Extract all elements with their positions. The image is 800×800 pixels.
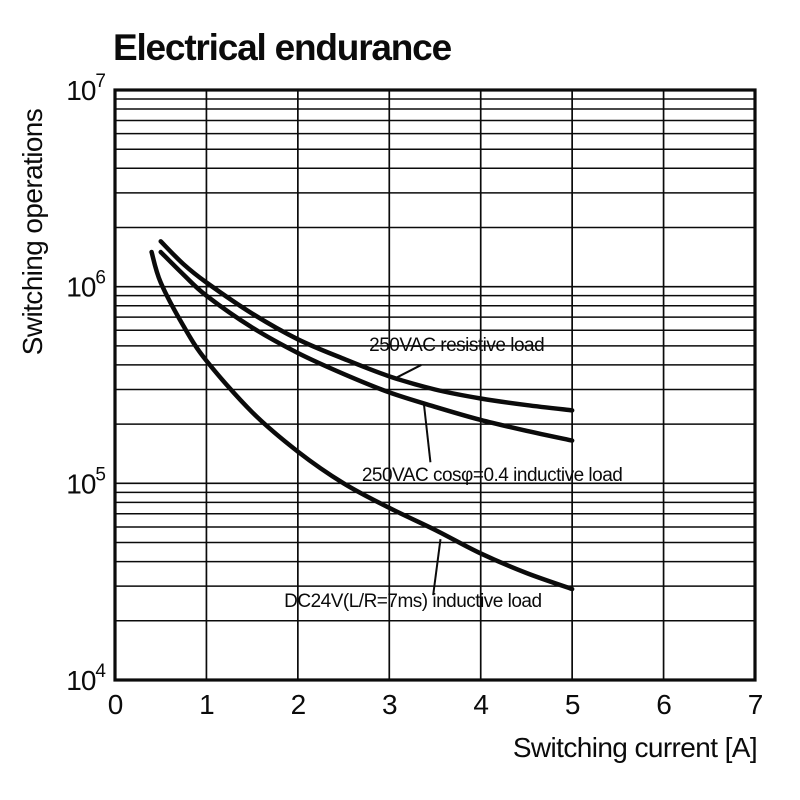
x-tick-label: 4 (473, 689, 488, 720)
y-tick-label: 104 (66, 661, 106, 696)
x-tick-label: 6 (656, 689, 671, 720)
annotation-label: 250VAC cosφ=0.4 inductive load (362, 465, 623, 486)
x-tick-label: 3 (382, 689, 397, 720)
annotation-label: DC24V(L/R=7ms) inductive load (284, 591, 541, 612)
annotation-label: 250VAC resistive load (369, 335, 544, 356)
x-tick-label: 0 (108, 689, 123, 720)
x-tick-label: 2 (291, 689, 306, 720)
plot-border (113, 88, 757, 682)
series-curve-1 (158, 249, 575, 443)
axis-tick-labels: 0 1 2 3 4 5 6 7 104 105 106 107 (66, 71, 763, 720)
curve-annotations: 250VAC resistive load 250VAC cosφ=0.4 ind… (284, 335, 623, 612)
x-tick-label: 7 (748, 689, 763, 720)
annotation-leader-line (423, 404, 432, 463)
x-tick-label: 1 (199, 689, 214, 720)
grid-lines (115, 90, 755, 680)
x-tick-label: 5 (565, 689, 580, 720)
annotation-leader-line (396, 364, 422, 379)
annotation-leader-line (432, 539, 442, 596)
series-curve-2 (149, 249, 575, 592)
y-tick-label: 105 (66, 464, 105, 499)
chart-title: Electrical endurance (113, 27, 452, 68)
x-axis-label: Switching current [A] (513, 732, 757, 763)
y-tick-label: 107 (66, 71, 105, 106)
series-curves (149, 239, 575, 592)
y-axis-label: Switching operations (17, 109, 48, 355)
y-tick-label: 106 (66, 268, 105, 303)
series-curve-0 (158, 239, 575, 413)
